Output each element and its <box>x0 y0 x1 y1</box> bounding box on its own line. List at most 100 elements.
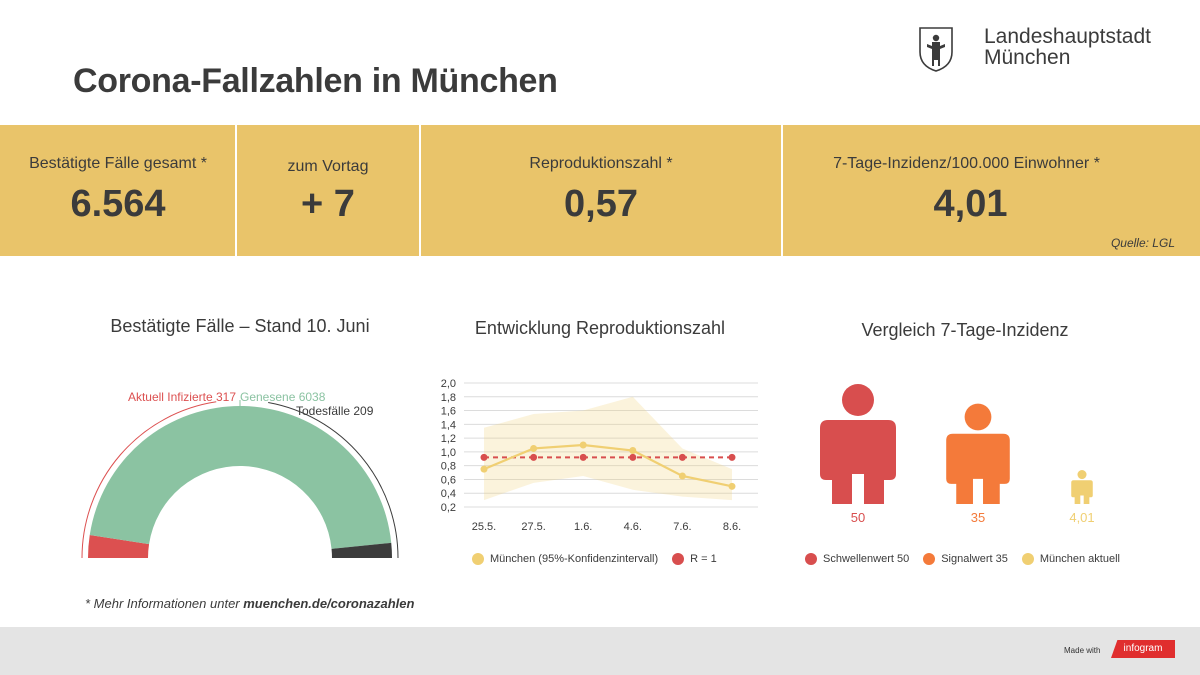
person-head <box>1077 470 1087 480</box>
point-munich <box>728 482 736 490</box>
gauge-label-infected: Aktuell Infizierte 317 <box>128 390 236 404</box>
person-icon <box>946 403 1010 504</box>
pictogram-legend: Schwellenwert 50 Signalwert 35 München a… <box>805 553 1134 565</box>
legend-item: Signalwert 35 <box>923 553 1008 565</box>
point-r1 <box>530 453 538 461</box>
point-munich <box>579 441 587 449</box>
footer-bar <box>0 627 1200 675</box>
person-body <box>946 433 1010 504</box>
infogram-badge[interactable]: infogram <box>1111 640 1175 658</box>
legend-item: R = 1 <box>672 553 717 565</box>
point-munich <box>530 444 538 452</box>
x-tick-label: 8.6. <box>723 521 741 533</box>
x-tick-label: 4.6. <box>624 521 642 533</box>
x-tick-label: 1.6. <box>574 521 592 533</box>
point-r1 <box>480 453 488 461</box>
person-body <box>820 420 896 504</box>
y-tick-label: 1,8 <box>441 392 456 404</box>
person-icon <box>820 384 896 504</box>
gauge-segment <box>88 535 150 558</box>
kpi-total-cases: Bestätigte Fälle gesamt * 6.564 <box>0 125 236 256</box>
series-line-munich <box>483 443 733 488</box>
city-logo: Landeshauptstadt München <box>918 26 1178 74</box>
kpi-label: zum Vortag <box>287 158 369 175</box>
kpi-divider <box>781 125 783 256</box>
gauge-leader-line <box>268 402 399 559</box>
logo-line-2: München <box>984 46 1071 69</box>
x-tick-label: 25.5. <box>472 521 496 533</box>
kpi-label: 7-Tage-Inzidenz/100.000 Einwohner * <box>833 155 1100 172</box>
value-label: 35 <box>971 510 985 525</box>
x-tick-label: 27.5. <box>521 521 545 533</box>
y-tick-label: 1,4 <box>441 419 456 431</box>
legend-label: München aktuell <box>1039 553 1120 565</box>
gauge-segment <box>331 542 392 558</box>
kpi-value: 4,01 <box>933 183 1008 225</box>
pictogram-chart: 50 35 4,01 <box>820 384 1095 525</box>
point-r1 <box>728 453 736 461</box>
y-tick-label: 0,4 <box>441 488 456 500</box>
y-tick-label: 0,6 <box>441 474 456 486</box>
kpi-label: Bestätigte Fälle gesamt * <box>29 155 207 172</box>
legend-swatch <box>472 553 484 565</box>
value-label: 4,01 <box>1069 510 1094 525</box>
legend-label: R = 1 <box>690 553 717 565</box>
kpi-reproduction-number: Reproduktionszahl * 0,57 <box>421 125 781 256</box>
legend-swatch <box>1021 553 1034 565</box>
footnote: * Mehr Informationen unter muenchen.de/c… <box>85 596 414 611</box>
point-r1 <box>579 453 587 461</box>
y-tick-label: 0,2 <box>441 502 456 514</box>
legend-swatch <box>805 553 817 565</box>
point-munich <box>629 447 637 455</box>
point-r1 <box>678 453 686 461</box>
y-tick-label: 0,8 <box>441 461 456 473</box>
pictogram-chart-title: Vergleich 7-Tage-Inzidenz <box>861 320 1069 340</box>
legend-item: Schwellenwert 50 <box>805 553 909 565</box>
y-tick-label: 1,6 <box>441 406 456 418</box>
kpi-band: Bestätigte Fälle gesamt * 6.564 zum Vort… <box>0 125 1200 256</box>
point-r1 <box>629 453 637 461</box>
gauge-label-recovered: Genesene 6038 <box>240 390 326 404</box>
kpi-incidence: 7-Tage-Inzidenz/100.000 Einwohner * 4,01 <box>783 125 1200 256</box>
legend-item: München (95%-Konfidenzintervall) <box>472 553 658 565</box>
person-icon <box>1071 470 1093 504</box>
gauge-chart-title: Bestätigte Fälle – Stand 10. Juni <box>110 316 370 336</box>
x-tick-label: 7.6. <box>673 521 691 533</box>
made-with-label: Made with <box>1064 646 1101 655</box>
kpi-value: 0,57 <box>564 183 638 225</box>
legend-swatch <box>923 553 936 565</box>
kpi-label: Reproduktionszahl * <box>529 155 673 172</box>
point-munich <box>678 472 686 480</box>
logo-line-1: Landeshauptstadt <box>984 25 1151 48</box>
legend-swatch <box>672 553 685 565</box>
person-body <box>1071 480 1093 504</box>
y-tick-label: 2,0 <box>441 378 456 390</box>
person-head <box>964 403 992 431</box>
footnote-text: * Mehr Informationen unter <box>85 596 244 611</box>
kpi-divider <box>419 125 421 256</box>
footnote-link[interactable]: muenchen.de/coronazahlen <box>243 596 415 611</box>
y-tick-label: 1,2 <box>441 433 456 445</box>
page-title: Corona-Fallzahlen in München <box>73 62 558 100</box>
gauge-segment <box>89 406 392 549</box>
kpi-divider <box>235 125 237 256</box>
legend-label: Signalwert 35 <box>941 553 1008 565</box>
y-tick-label: 1,0 <box>441 447 456 459</box>
value-label: 50 <box>851 510 865 525</box>
coat-of-arms-icon <box>919 27 953 72</box>
person-head <box>842 384 874 416</box>
kpi-value: + 7 <box>301 183 355 225</box>
legend-label: München (95%-Konfidenzintervall) <box>490 553 659 565</box>
legend-label: Schwellenwert 50 <box>823 553 910 565</box>
kpi-value: 6.564 <box>70 183 166 225</box>
source-note: Quelle: LGL <box>1110 236 1175 250</box>
point-munich <box>480 465 488 473</box>
line-chart: 0,2 0,4 0,60,8 1,0 1,2 1,41,6 1,8 2,0 25.5. 27.5.… <box>441 378 758 533</box>
gauge-leader-line <box>81 401 217 559</box>
gauge-label-deaths: Todesfälle 209 <box>296 404 374 418</box>
kpi-previous-day: zum Vortag + 7 <box>237 125 419 256</box>
gauge-chart: Aktuell Infizierte 317 Genesene 6038Todes… <box>81 390 399 559</box>
line-chart-title: Entwicklung Reproduktionszahl <box>474 318 726 338</box>
line-chart-legend: München (95%-Konfidenzintervall) R = 1 <box>472 553 731 565</box>
legend-item: München aktuell <box>1021 553 1120 565</box>
